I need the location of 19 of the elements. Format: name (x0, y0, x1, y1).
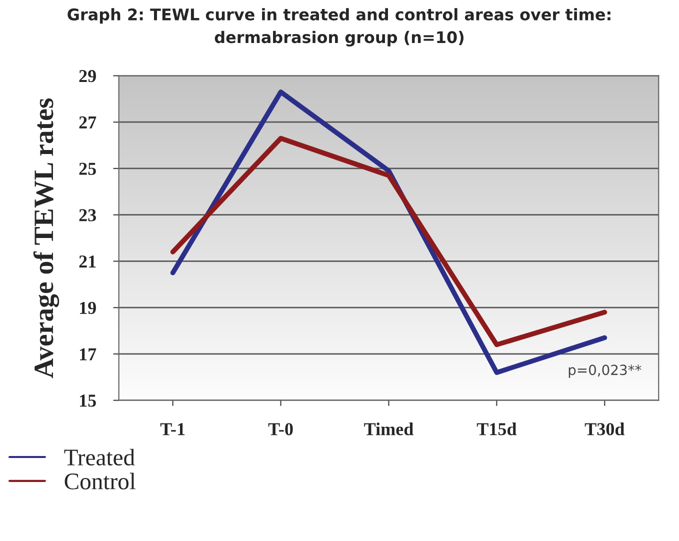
y-tick-label: 23 (79, 209, 96, 222)
y-tick-label: 17 (80, 348, 96, 360)
annotation: p=0,023** (568, 364, 642, 378)
y-tick-label: 21 (79, 256, 96, 268)
y-tick-label: 15 (80, 394, 96, 407)
x-tick-label: T15d (476, 422, 517, 436)
y-tick-label: 19 (80, 302, 96, 314)
legend-label: Treated (64, 448, 135, 466)
y-tick-label: 29 (79, 70, 96, 82)
legend-label: Control (64, 472, 136, 490)
y-tick-label: 25 (79, 162, 96, 175)
x-tick-label: Timed (364, 422, 414, 436)
x-tick-label: T-0 (268, 423, 293, 436)
line-series (170, 136, 608, 348)
y-axis-title: Average of TEWL rates (33, 98, 60, 378)
y-tick-label: 27 (79, 116, 96, 128)
x-tick-label: T30d (584, 422, 625, 436)
x-tick-label: T-1 (160, 423, 185, 436)
chart-title: Graph 2: TEWL curve in treated and control areas over time: dermabrasion group (n=10) (68, 8, 610, 46)
